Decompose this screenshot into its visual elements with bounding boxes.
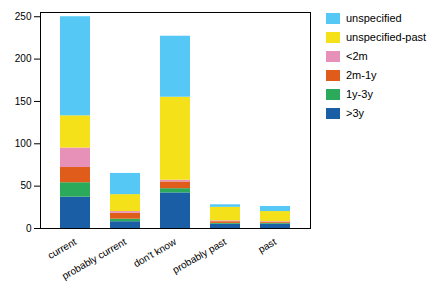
html-text:<2m: <2m <box>346 50 368 62</box>
svg-text:0: 0 <box>26 223 32 234</box>
html-text:1y-3y: 1y-3y <box>346 88 373 100</box>
svg-text:200: 200 <box>15 53 32 64</box>
svg-text:150: 150 <box>15 96 32 107</box>
html-text:>3y: >3y <box>346 107 364 119</box>
svg-text:don't know: don't know <box>131 236 178 270</box>
svg-text:50: 50 <box>20 180 32 191</box>
svg-text:probably past: probably past <box>171 236 229 276</box>
svg-text:250: 250 <box>15 11 32 22</box>
svg-text:100: 100 <box>15 138 32 149</box>
svg-text:past: past <box>256 236 278 255</box>
svg-text:current: current <box>46 236 79 261</box>
html-text:unspecified-past: unspecified-past <box>346 31 427 43</box>
html-text:unspecified: unspecified <box>346 12 402 24</box>
svg-text:probably current: probably current <box>60 236 128 282</box>
html-text:2m-1y: 2m-1y <box>346 69 377 81</box>
